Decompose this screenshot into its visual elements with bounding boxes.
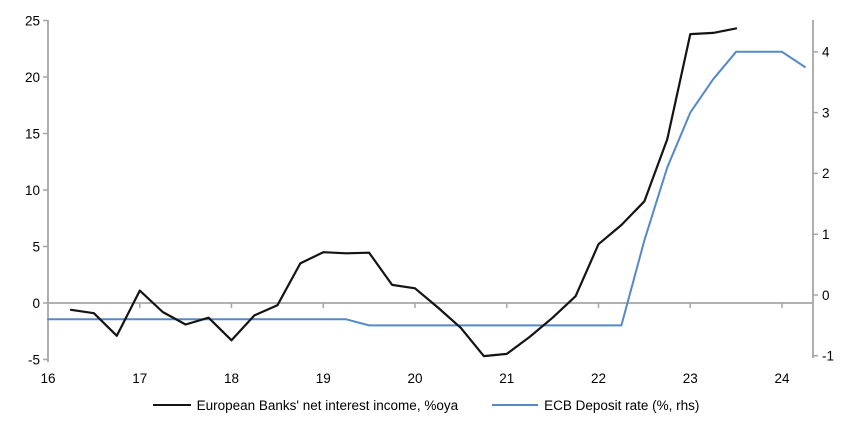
legend-label-ecb: ECB Deposit rate (%, rhs) bbox=[544, 397, 700, 413]
nii-line bbox=[69, 27, 738, 358]
left-y-axis-tick-label: 15 bbox=[25, 126, 40, 141]
x-axis-tick-label: 19 bbox=[316, 371, 331, 386]
right-y-axis-tick-label: 1 bbox=[822, 227, 830, 242]
x-axis-tick-label: 20 bbox=[407, 371, 422, 386]
nii-line-sample-icon bbox=[152, 404, 191, 406]
left-y-axis-tick-label: 20 bbox=[25, 70, 40, 85]
left-y-axis-tick-label: -5 bbox=[28, 352, 40, 367]
right-y-axis-tick-label: 4 bbox=[822, 45, 830, 60]
left-y-axis-tick-label: 25 bbox=[25, 13, 40, 28]
chart-legend: European Banks' net interest income, %oy… bbox=[0, 392, 852, 418]
right-y-axis-tick-label: 0 bbox=[822, 288, 830, 303]
x-axis-tick-label: 18 bbox=[224, 371, 239, 386]
legend-item-nii: European Banks' net interest income, %oy… bbox=[152, 397, 459, 413]
ecb-line-sample-icon bbox=[492, 404, 539, 406]
x-axis-tick-label: 23 bbox=[683, 371, 698, 386]
right-y-axis-tick-label: 3 bbox=[822, 105, 830, 120]
right-y-axis-tick-label: 2 bbox=[822, 166, 830, 181]
x-axis-tick-label: 16 bbox=[40, 371, 55, 386]
x-axis-tick-label: 24 bbox=[774, 371, 790, 386]
legend-item-ecb: ECB Deposit rate (%, rhs) bbox=[492, 398, 699, 413]
left-y-axis-tick-label: 0 bbox=[32, 296, 40, 311]
left-y-axis-tick-label: 10 bbox=[25, 183, 40, 198]
left-y-axis-tick-label: 5 bbox=[32, 239, 40, 254]
deposit-rate-line bbox=[47, 50, 806, 327]
x-axis-tick-label: 21 bbox=[499, 371, 514, 386]
right-y-axis-tick-label: -1 bbox=[822, 349, 834, 364]
legend-label-nii: European Banks' net interest income, %oy… bbox=[196, 397, 459, 413]
x-axis-tick-label: 22 bbox=[591, 371, 606, 386]
x-axis-tick-label: 17 bbox=[132, 371, 147, 386]
